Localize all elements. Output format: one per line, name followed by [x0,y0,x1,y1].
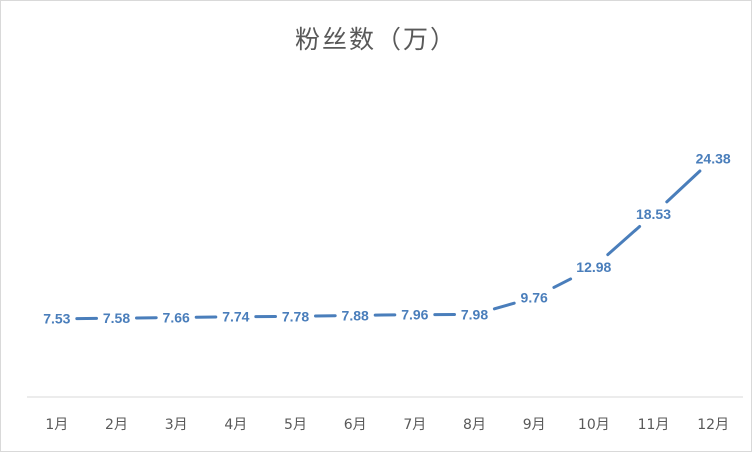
chart-title: 粉丝数（万） [294,25,457,54]
x-tick-label: 9月 [523,417,546,433]
data-label-layer: 7.53 7.58 7.66 7.74 7.78 7.88 7.96 7.98 9.76 12.9… [43,151,731,327]
x-tick-label: 12月 [697,417,729,433]
series-line-segment [606,225,642,257]
x-tick-layer: 1月 2月 3月 4月 5月 6月 7月 8月 9月 10月 11月 12月 [45,417,729,433]
data-label: 7.58 [103,310,130,326]
data-label: 7.74 [222,309,249,325]
x-tick-label: 2月 [105,417,128,433]
data-label: 9.76 [521,290,548,306]
x-tick-label: 8月 [463,417,486,433]
data-label: 7.98 [461,306,488,322]
data-label: 7.66 [163,309,190,325]
data-label: 18.53 [636,206,671,222]
series-line-segment [492,301,516,311]
data-label: 12.98 [576,259,611,275]
x-tick-label: 1月 [45,417,68,433]
series-line-segment [552,277,573,289]
x-tick-label: 7月 [403,417,426,433]
data-label: 7.78 [282,308,309,324]
x-tick-label: 11月 [638,417,670,433]
x-tick-label: 6月 [344,417,367,433]
x-tick-label: 3月 [165,417,188,433]
data-label: 24.38 [696,151,731,167]
data-label: 7.53 [43,311,70,327]
series-layer [75,169,702,321]
data-label: 7.88 [342,307,369,323]
x-tick-label: 4月 [224,417,247,433]
series-line-segment [665,169,702,204]
data-label: 7.96 [401,307,428,323]
x-tick-label: 10月 [578,417,610,433]
x-tick-label: 5月 [284,417,307,433]
